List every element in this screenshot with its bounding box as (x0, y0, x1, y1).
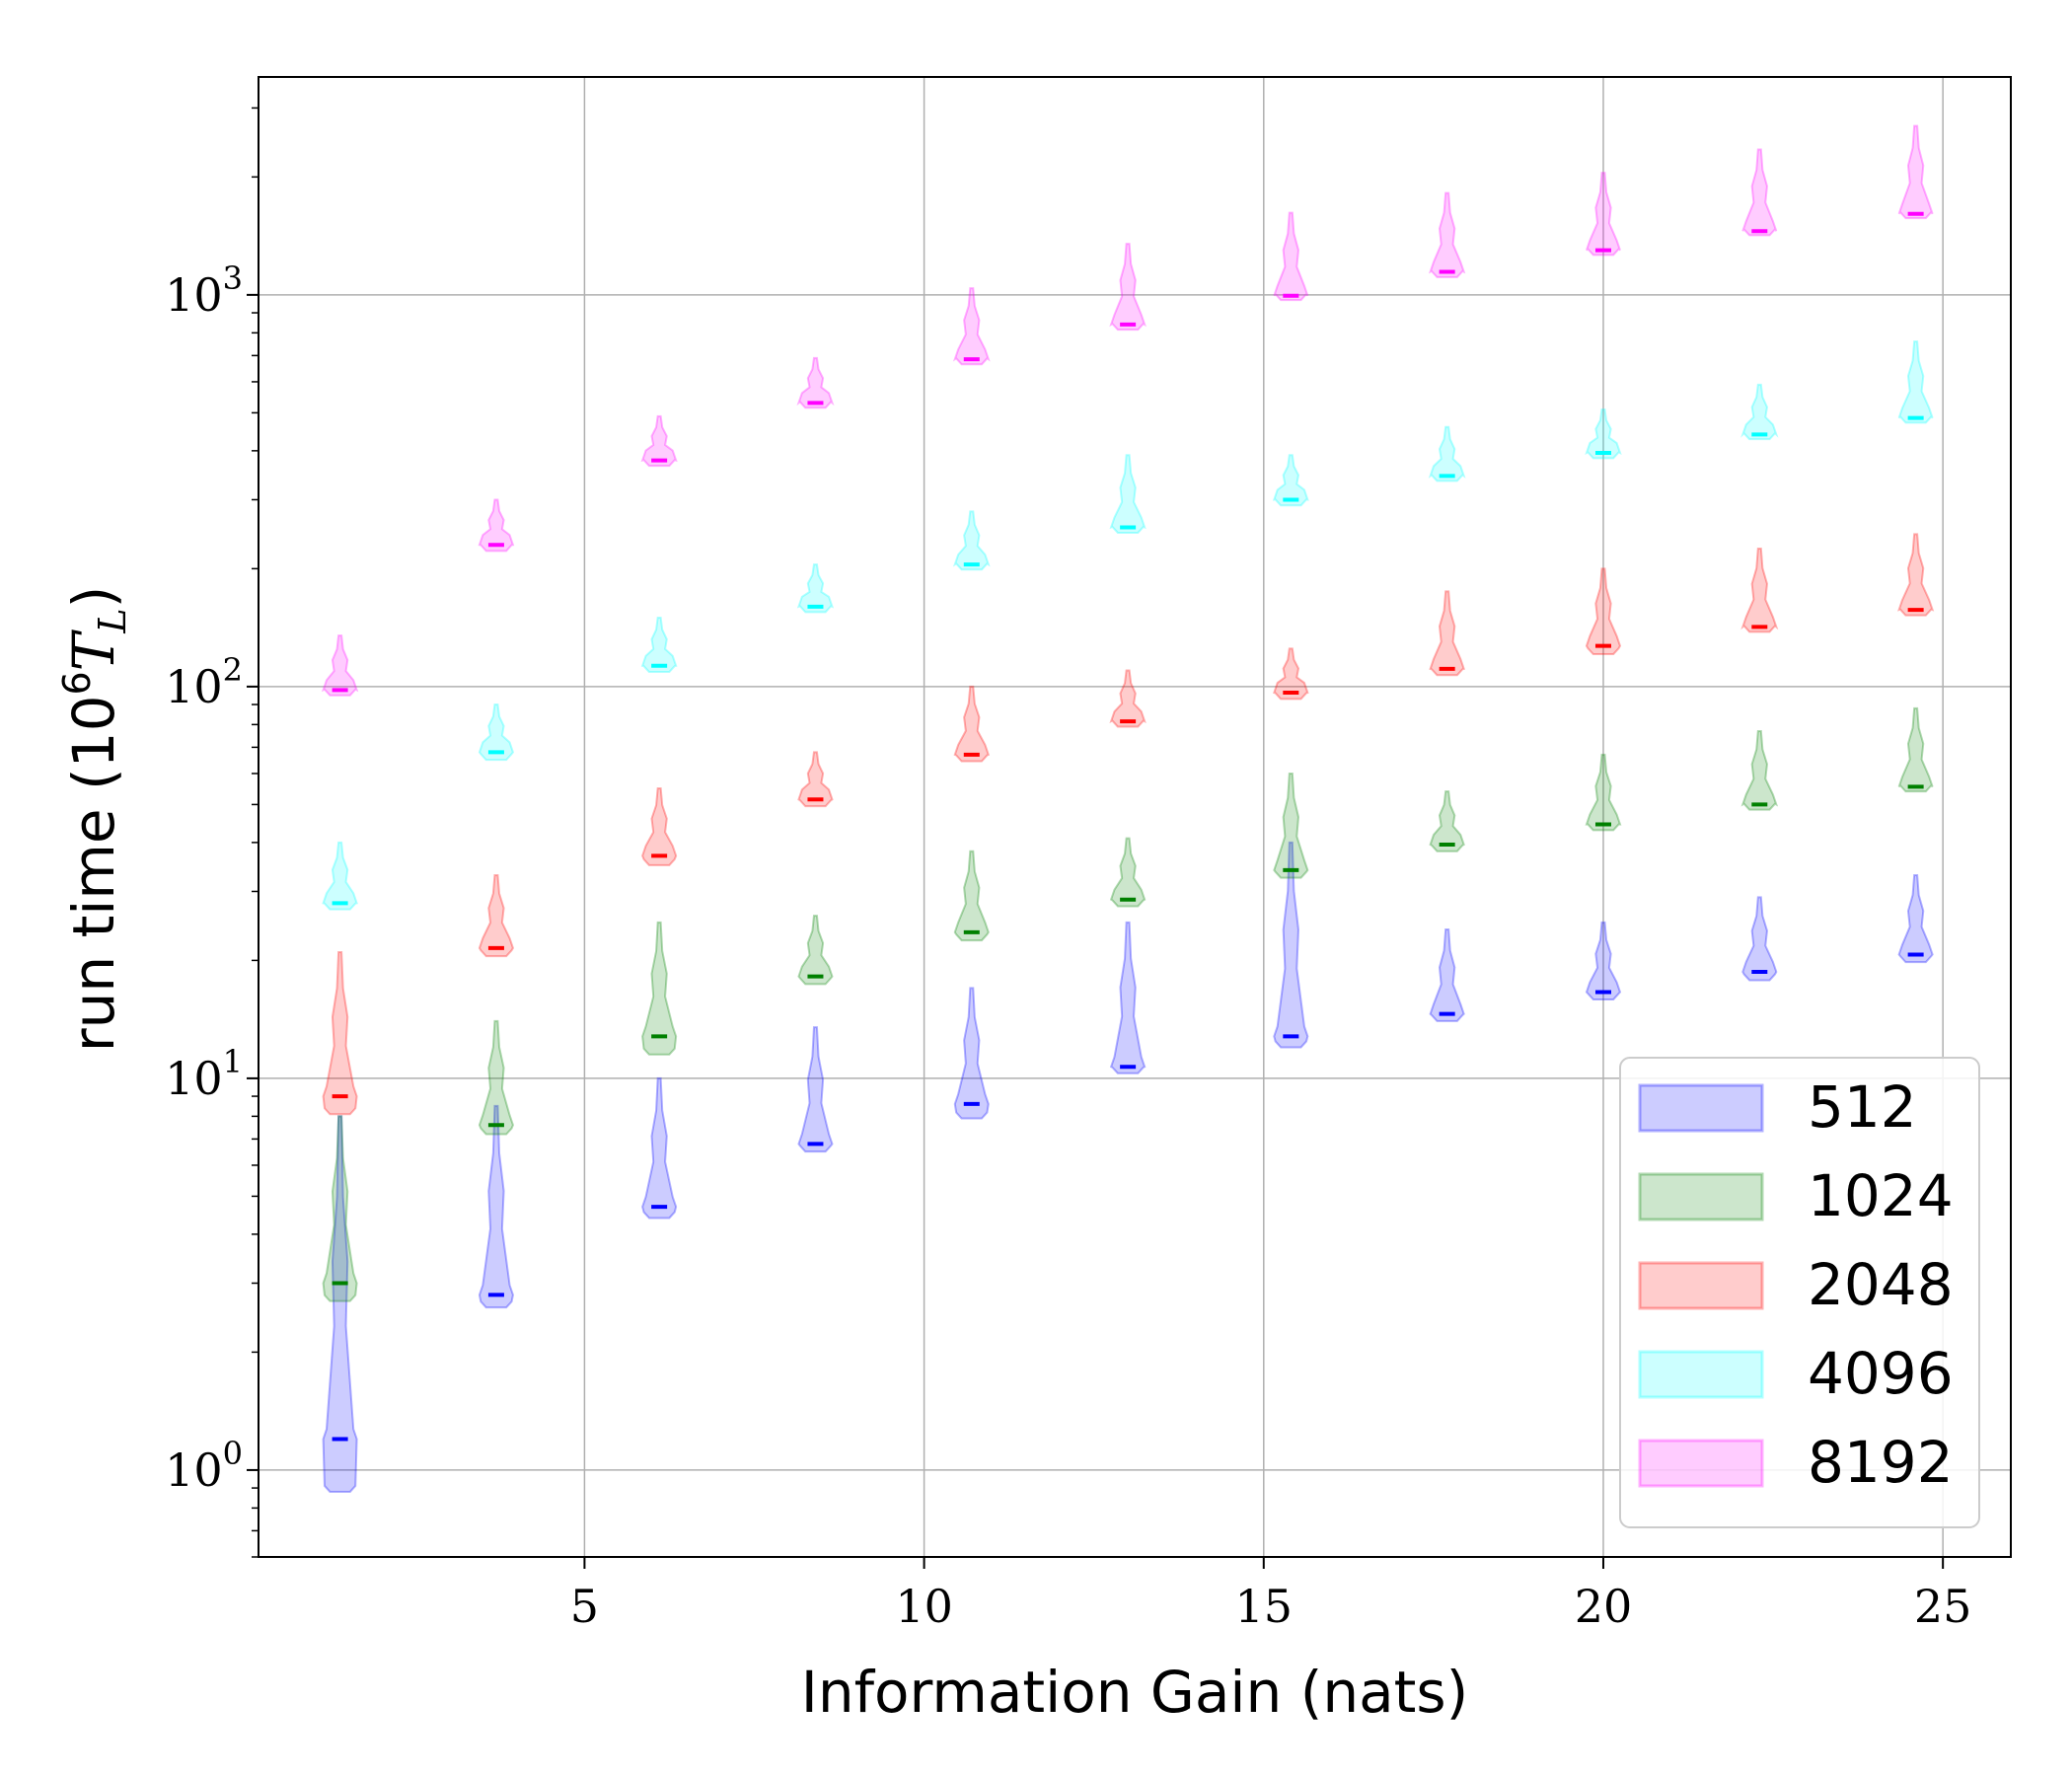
x-tick-label: 15 (1235, 1580, 1294, 1633)
series-512 (322, 841, 1934, 1493)
x-axis-title: Information Gain (nats) (801, 1659, 1469, 1726)
legend-swatch-512 (1638, 1083, 1764, 1133)
y-axis-title-symbol: T (60, 629, 127, 671)
series-4096 (322, 340, 1934, 911)
x-tick-label: 10 (895, 1580, 953, 1633)
violin-1024 (1429, 790, 1465, 852)
violin-1024 (1897, 706, 1934, 793)
y-axis-title-suffix: ) (60, 586, 127, 609)
violin-512 (1273, 841, 1309, 1049)
violin-512 (478, 1104, 514, 1309)
violin-512 (797, 1026, 834, 1153)
violin-1024 (478, 1019, 514, 1136)
violin-4096 (1109, 454, 1147, 534)
violin-2048 (1429, 590, 1465, 677)
legend-swatch-8192 (1638, 1439, 1764, 1488)
series-8192 (321, 124, 1934, 697)
violin-2048 (797, 751, 834, 808)
violin-4096 (478, 703, 515, 762)
violin-512 (953, 987, 990, 1120)
violin-4096 (952, 510, 991, 571)
violin-4096 (322, 841, 358, 911)
violin-1024 (797, 915, 834, 986)
legend-swatch-2048 (1638, 1261, 1764, 1310)
violin-8192 (1273, 211, 1309, 302)
violin-4096 (1740, 383, 1779, 441)
violin-512 (1429, 927, 1465, 1022)
legend-label-512: 512 (1808, 1073, 1917, 1141)
violin-512 (1897, 874, 1934, 964)
y-tick-label: 102 (165, 651, 243, 713)
violin-2048 (1273, 647, 1309, 701)
legend-label-2048: 2048 (1808, 1251, 1954, 1318)
legend-swatch-4096 (1638, 1350, 1764, 1399)
violin-512 (1585, 921, 1622, 1000)
violin-2048 (478, 874, 515, 958)
legend-label-8192: 8192 (1808, 1429, 1954, 1496)
violin-512 (641, 1076, 678, 1220)
violin-2048 (1897, 533, 1935, 617)
y-axis-title-exponent: 6 (55, 671, 99, 695)
legend-entries: 512 1024 2048 4096 8192 (1638, 1073, 1954, 1496)
violin-2048 (1109, 669, 1147, 728)
legend-label-4096: 4096 (1808, 1340, 1954, 1407)
y-tick-label: 100 (165, 1435, 243, 1497)
violins (321, 124, 1935, 1493)
violin-1024 (1109, 837, 1147, 908)
violin-4096 (1897, 340, 1934, 424)
violin-8192 (1741, 148, 1778, 237)
violin-1024 (1585, 753, 1622, 832)
axis-ticks: 5 10 15 20 25 100 101 102 103 (165, 107, 1972, 1633)
legend-swatch-1024 (1638, 1172, 1764, 1221)
violin-2048 (1740, 548, 1779, 633)
violin-8192 (321, 634, 359, 697)
violin-1024 (641, 921, 678, 1056)
violin-4096 (796, 563, 835, 614)
y-tick-label: 103 (165, 259, 243, 322)
violin-1024 (1740, 729, 1779, 811)
legend: 512 1024 2048 4096 8192 (1619, 1057, 1980, 1528)
violin-1024 (953, 850, 990, 942)
violin-8192 (1428, 191, 1466, 278)
violin-8192 (952, 287, 991, 366)
violin-8192 (1109, 243, 1147, 332)
violin-8192 (1586, 172, 1621, 257)
plot-frame (258, 76, 2012, 1558)
violin-4096 (1272, 454, 1309, 507)
violin-1024 (322, 1115, 358, 1302)
violin-4096 (640, 616, 678, 674)
violin-8192 (1897, 124, 1934, 220)
violin-512 (1109, 921, 1147, 1074)
series-2048 (322, 533, 1935, 1116)
y-tick-label: 101 (165, 1043, 243, 1105)
series-1024 (322, 706, 1934, 1302)
y-axis-title: run time (106TL) (55, 586, 134, 1052)
x-tick-label: 25 (1914, 1580, 1972, 1633)
violin-8192 (478, 498, 515, 553)
violin-2048 (322, 950, 358, 1116)
violin-4096 (1585, 407, 1622, 460)
y-axis-title-subscript: L (91, 608, 134, 633)
x-tick-label: 5 (570, 1580, 599, 1633)
violin-2048 (953, 685, 991, 763)
violin-1024 (1273, 772, 1309, 879)
y-axis-title-prefix: run time (10 (60, 696, 127, 1053)
violin-4096 (1428, 425, 1466, 482)
violin-2048 (1585, 567, 1622, 656)
x-tick-label: 20 (1575, 1580, 1633, 1633)
violin-2048 (641, 786, 678, 866)
legend-label-1024: 1024 (1808, 1162, 1954, 1229)
violin-8192 (640, 414, 678, 468)
grid-lines (259, 77, 2011, 1557)
violin-512 (1741, 896, 1778, 982)
legend-box (1619, 1057, 1980, 1528)
violin-8192 (796, 356, 835, 409)
violin-512 (322, 1115, 358, 1493)
